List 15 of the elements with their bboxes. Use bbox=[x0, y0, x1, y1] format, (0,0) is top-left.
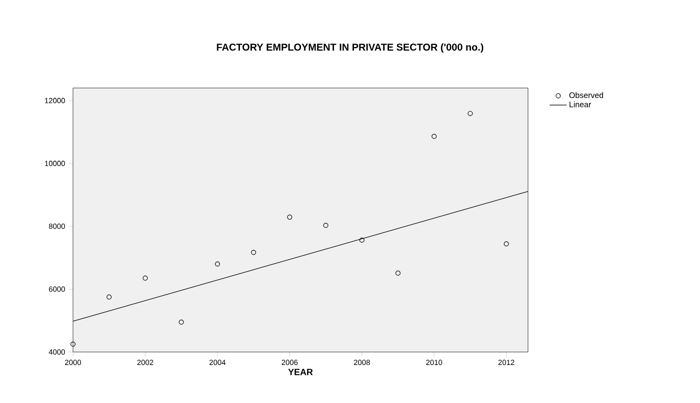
point bbox=[70, 342, 76, 347]
point bbox=[287, 214, 292, 220]
point bbox=[251, 250, 256, 255]
x-axis-title: YEAR bbox=[288, 368, 313, 376]
point bbox=[396, 270, 401, 276]
chart-title: FACTORY EMPLOYMENT IN PRIVATE SECTOR ('000 no.) bbox=[216, 43, 484, 53]
point bbox=[178, 320, 184, 325]
point bbox=[323, 222, 328, 228]
point bbox=[142, 276, 148, 281]
point bbox=[504, 241, 509, 246]
point bbox=[106, 294, 112, 300]
point bbox=[468, 110, 473, 116]
point bbox=[432, 134, 437, 139]
point bbox=[359, 238, 364, 243]
point bbox=[214, 262, 220, 266]
